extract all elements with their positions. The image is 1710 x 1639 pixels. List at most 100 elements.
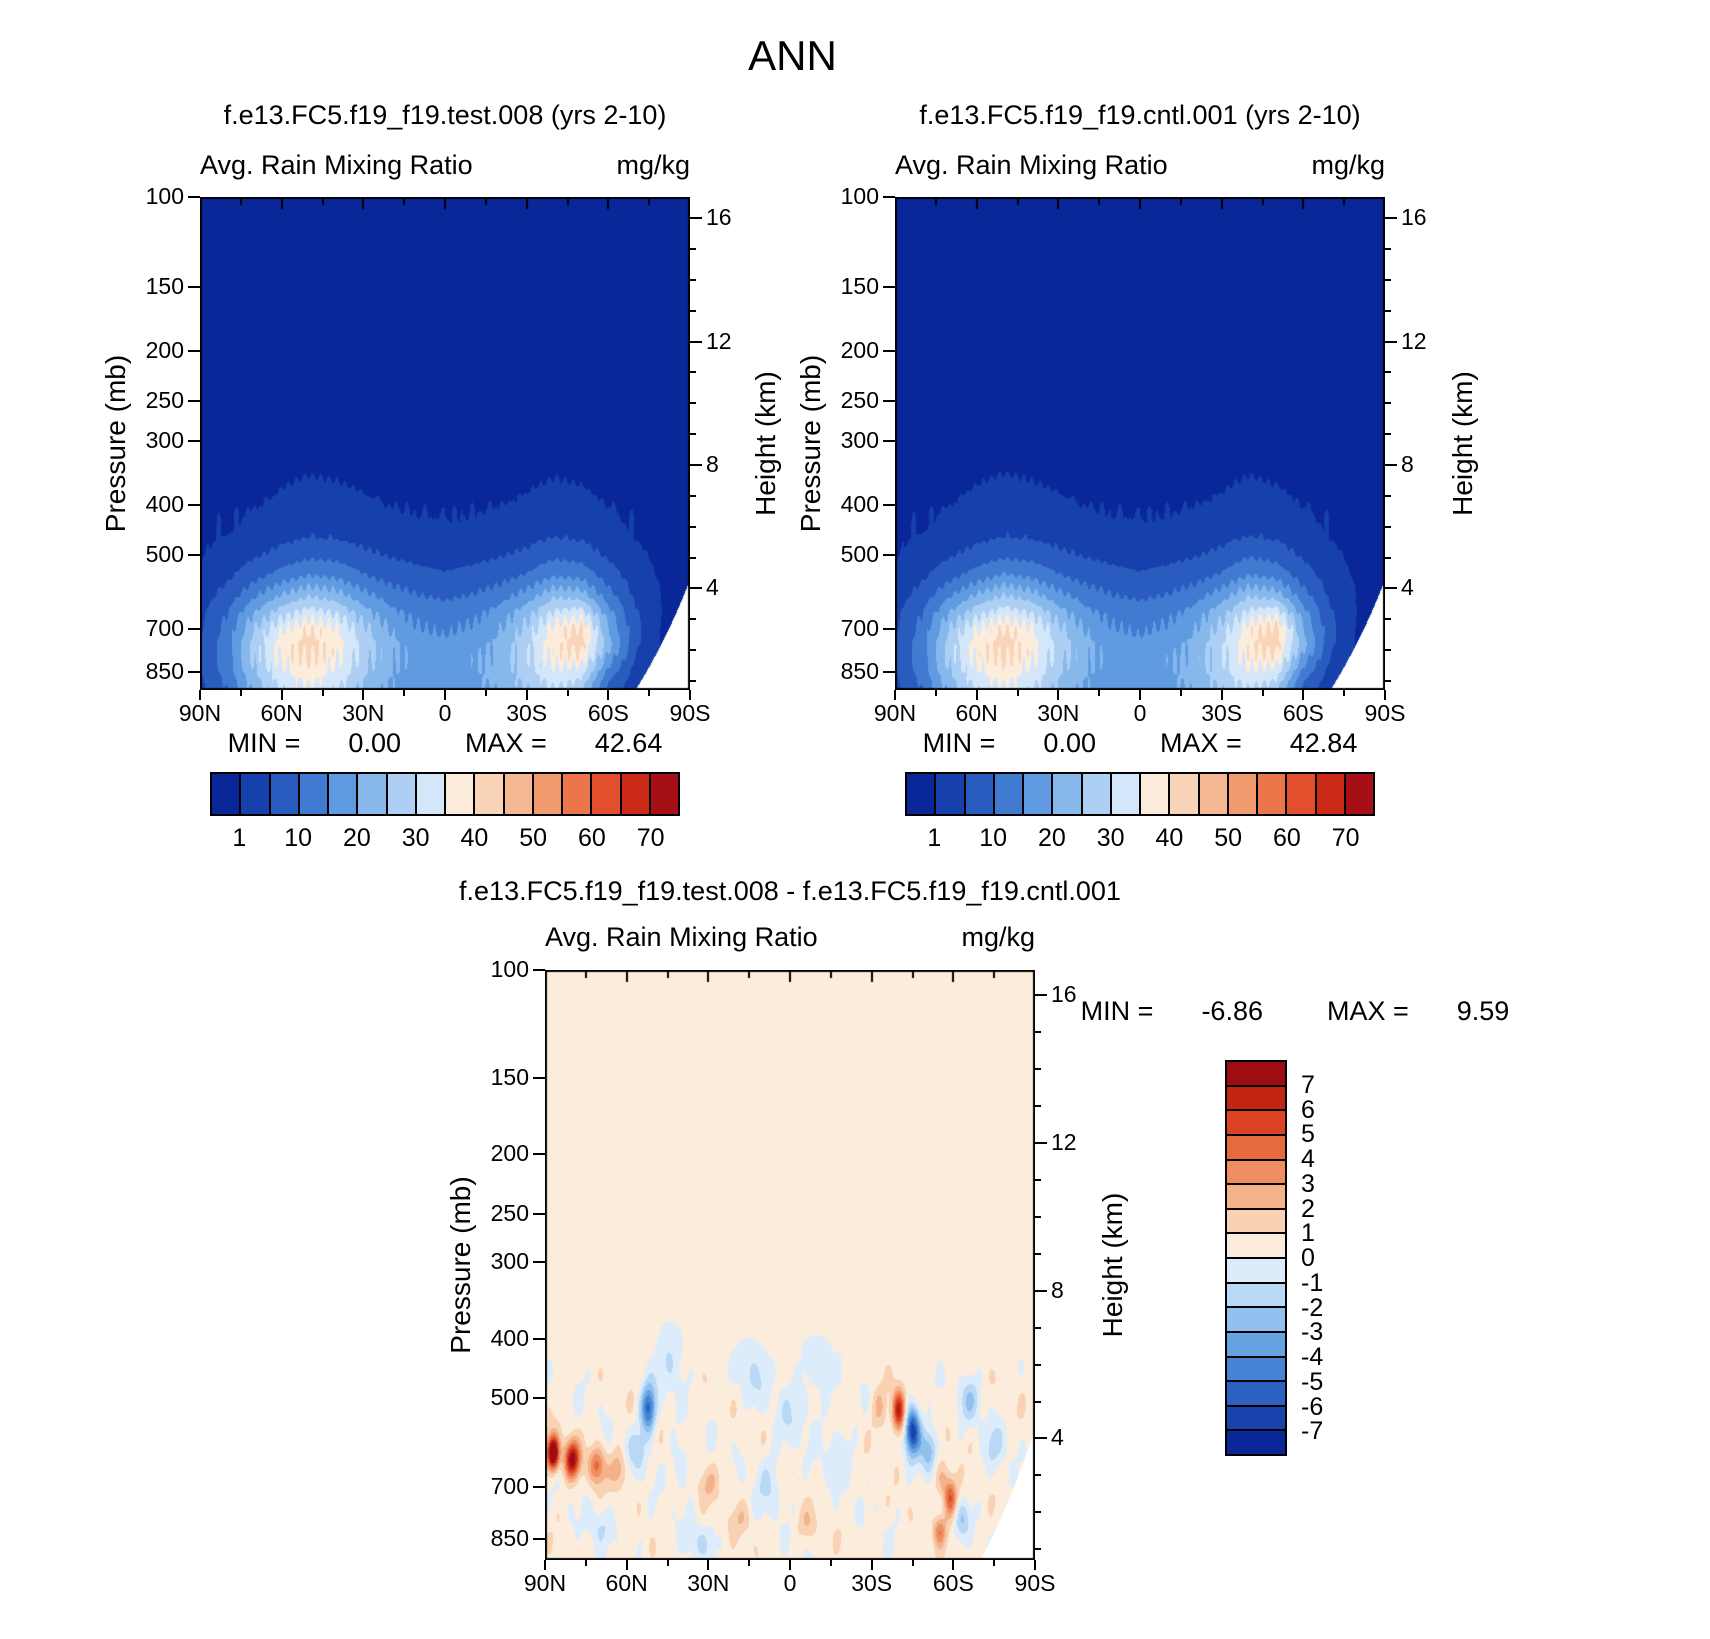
min-value: -6.86 [1201,996,1263,1026]
tick-mark [1385,494,1391,497]
diff-colorbar-label: -2 [1301,1293,1324,1322]
colorbar-box [1199,774,1229,814]
panel-title-test: f.e13.FC5.f19_f19.test.008 (yrs 2-10) [223,100,667,130]
tick-mark [1057,690,1060,700]
diff-colorbar-label: 4 [1301,1145,1315,1173]
tick-mark [1385,248,1391,250]
diff-colorbar-label: -5 [1301,1367,1324,1396]
tick-mark [444,690,446,700]
tick-mark [188,349,200,352]
pressure-tick-label: 250 [490,1199,529,1226]
colorbar-box [1227,1160,1285,1186]
tick-mark [1035,1215,1041,1218]
tick-mark [690,340,702,343]
panel-subtitle-test: Avg. Rain Mixing Ratio mg/kg [200,150,690,181]
tick-mark [1384,690,1386,700]
tick-mark [544,1560,546,1570]
tick-mark [533,969,545,971]
tick-mark [1385,371,1391,374]
min-value: 0.00 [1043,728,1096,758]
pressure-tick-label: 300 [490,1248,529,1275]
tick-mark [690,679,696,682]
pressure-tick-label: 150 [145,273,184,300]
panel-subtitle-diff: Avg. Rain Mixing Ratio mg/kg [545,922,1035,953]
colorbar [210,772,680,816]
lat-tick-label: 90N [873,700,917,726]
height-tick-label: 4 [1401,574,1414,601]
diff-colorbar-label: 5 [1301,1120,1315,1149]
diff-colorbar-label: 0 [1301,1244,1315,1272]
tick-mark [525,690,528,700]
tick-mark [1220,690,1223,700]
subtitle-units: mg/kg [616,150,690,180]
height-tick-label: 8 [706,450,719,477]
min-label: MIN = [922,728,996,758]
colorbar-box [1227,1259,1285,1284]
stats-diff: MIN = -6.86 MAX = 9.59 [1080,996,1510,1027]
colorbar-box [592,774,622,814]
subtitle-units: mg/kg [1311,150,1385,180]
pressure-tick-label: 100 [145,183,184,209]
colorbar-box [1141,774,1171,814]
lat-tick-label: 60S [1282,700,1324,726]
colorbar-box [1227,1135,1285,1161]
min-label: MIN = [227,728,301,758]
panel-subtitle-cntl: Avg. Rain Mixing Ratio mg/kg [895,150,1385,181]
colorbar-box [1227,1234,1285,1259]
pressure-tick-label: 250 [145,386,184,413]
tick-mark [1179,690,1182,696]
diff-colorbar-label: 1 [1301,1219,1315,1248]
colorbar-box [1082,774,1112,814]
colorbar-box [994,774,1024,814]
height-tick-label: 4 [706,574,719,601]
colorbar-box [965,774,995,814]
colorbar-box [446,774,476,814]
colorbar-box [475,774,505,814]
pressure-tick-label: 500 [490,1383,529,1410]
lat-tick-label: 60S [587,700,629,726]
tick-mark [690,525,696,528]
tick-mark [666,1560,669,1566]
tick-mark [280,690,283,700]
height-axis-label: Height (km) [1447,371,1478,516]
tick-mark [1385,402,1391,405]
tick-mark [188,503,200,506]
tick-mark [1016,690,1019,696]
colorbar-label: 20 [342,824,371,852]
colorbar-box [241,774,271,814]
max-value: 42.64 [594,728,663,758]
tick-mark [690,494,696,497]
max-value: 42.84 [1289,728,1358,758]
colorbar-box [504,774,534,814]
tick-mark [1035,1252,1041,1255]
tick-mark [1035,1400,1041,1403]
lat-tick-label: 90S [1364,700,1406,726]
tick-mark [690,371,696,374]
colorbar-label: 40 [1155,824,1184,852]
pressure-tick-label: 300 [145,427,184,454]
pressure-tick-label: 250 [840,386,879,413]
colorbar-box [1345,774,1373,814]
diff-colorbar-label: 2 [1301,1194,1315,1223]
tick-mark [883,196,895,198]
tick-mark [690,433,696,436]
tick-mark [690,649,696,652]
tick-mark [1261,690,1264,696]
pressure-tick-label: 150 [840,273,879,300]
tick-mark [1035,1474,1041,1477]
colorbar-box [533,774,563,814]
colorbar-box [270,774,300,814]
tick-mark [829,1560,832,1566]
colorbar-label: 50 [1214,824,1243,852]
colorbar-box [1227,1332,1285,1358]
tick-mark [789,1560,791,1570]
colorbar-label: 10 [979,824,1008,852]
tick-mark [188,399,200,402]
contour-plot-test [200,197,690,690]
lat-tick-label: 60N [260,700,303,726]
tick-mark [883,503,895,506]
tick-mark [188,671,200,674]
tick-mark [690,217,702,220]
colorbar-box [1227,1308,1285,1333]
